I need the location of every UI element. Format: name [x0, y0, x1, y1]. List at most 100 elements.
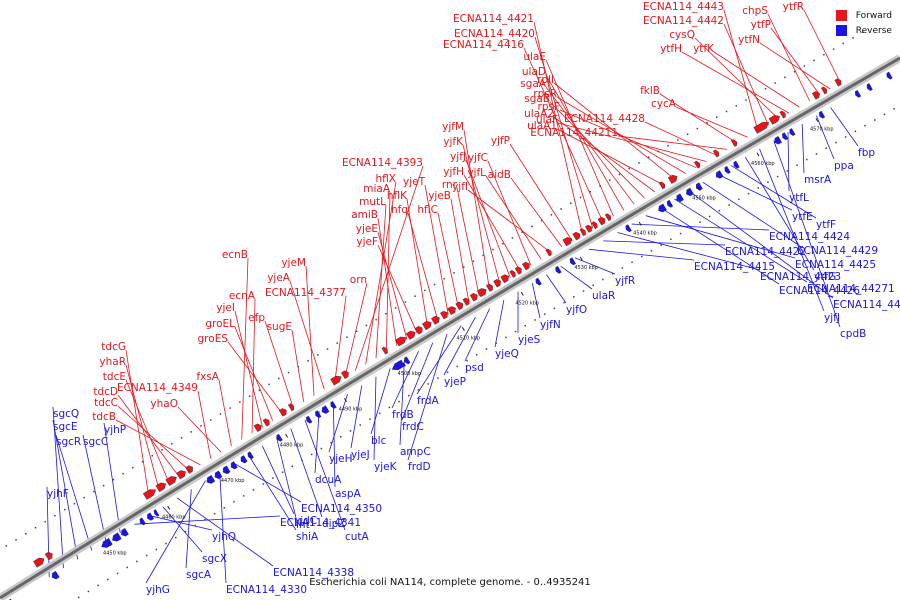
- reverse-leader: [103, 422, 121, 533]
- forward-gene: [562, 237, 573, 247]
- tick-mark: [638, 221, 642, 226]
- reverse-leader: [370, 368, 391, 435]
- reverse-leader: [659, 206, 780, 285]
- minor-dot: [375, 318, 377, 321]
- forward-gene-label: fxsA: [196, 371, 219, 383]
- forward-gene: [165, 476, 177, 486]
- tick-label: 4510 kbp: [457, 336, 481, 342]
- forward-leader: [377, 217, 398, 346]
- minor-dot: [689, 227, 692, 229]
- reverse-leader: [373, 376, 377, 461]
- reverse-gene: [686, 187, 694, 197]
- minor-dot: [825, 147, 827, 149]
- reverse-gene: [715, 170, 724, 179]
- forward-gene: [509, 270, 516, 278]
- minor-dot: [521, 231, 523, 233]
- forward-gene-label: yjfH: [443, 166, 464, 178]
- forward-gene: [712, 149, 720, 158]
- reverse-leader: [219, 471, 227, 584]
- reverse-gene-label: yjhF: [47, 488, 69, 500]
- minor-dot: [310, 453, 313, 456]
- forward-gene-label: ytfR: [783, 1, 804, 13]
- reverse-leader: [560, 265, 593, 290]
- reverse-gene: [51, 570, 60, 580]
- forward-gene: [278, 408, 287, 417]
- forward-leader: [723, 23, 769, 126]
- minor-dot: [553, 307, 556, 310]
- forward-leader: [767, 13, 811, 102]
- reverse-leader: [46, 486, 50, 577]
- reverse-gene-label: yjeS: [518, 334, 541, 346]
- forward-gene-label: sgaA: [520, 78, 547, 90]
- minor-dot: [482, 254, 484, 257]
- reverse-gene: [625, 224, 632, 233]
- minor-dot: [725, 110, 728, 113]
- forward-gene: [341, 370, 349, 379]
- minor-dot: [107, 578, 109, 581]
- reverse-gene: [696, 182, 703, 191]
- minor-dot: [611, 273, 614, 275]
- tick-label: 4480 kbp: [280, 442, 304, 448]
- reverse-gene: [404, 356, 411, 365]
- minor-dot: [87, 590, 90, 593]
- tick-mark: [285, 433, 289, 438]
- minor-dot: [278, 377, 280, 380]
- forward-gene: [779, 110, 786, 119]
- minor-dot: [735, 105, 738, 107]
- minor-dot: [628, 167, 630, 170]
- forward-gene-label: tdcB: [92, 411, 116, 423]
- legend-reverse: Reverse: [835, 23, 892, 38]
- minor-dot: [262, 483, 264, 485]
- minor-dot: [359, 424, 361, 426]
- minor-dot: [754, 93, 757, 96]
- forward-leader: [197, 390, 212, 459]
- minor-dot: [446, 371, 449, 374]
- minor-dot: [815, 153, 818, 155]
- minor-dot: [213, 512, 216, 515]
- forward-gene: [572, 231, 581, 241]
- reverse-gene: [121, 528, 129, 537]
- tick-label: 4470 kbp: [221, 478, 245, 484]
- reverse-gene-label: sgcE: [53, 421, 78, 433]
- forward-gene-label: ECNA114_4421: [453, 13, 534, 25]
- minor-dot: [852, 37, 854, 39]
- forward-leader: [117, 394, 181, 478]
- reverse-gene: [854, 89, 862, 98]
- minor-dot: [767, 181, 769, 183]
- reverse-gene-label: ECNA114_4422: [725, 246, 806, 258]
- forward-gene-label: cysQ: [669, 29, 695, 41]
- reverse-gene-label: cpdB: [840, 328, 866, 340]
- minor-dot: [97, 584, 99, 587]
- reverse-gene-label: sgcQ: [53, 408, 79, 420]
- forward-gene-label: hflC: [417, 204, 438, 216]
- forward-gene-label: yhaO: [150, 398, 178, 410]
- reverse-gene: [391, 359, 406, 371]
- forward-gene: [262, 418, 270, 427]
- minor-dot: [25, 533, 27, 535]
- reverse-gene-label: ulaR: [592, 290, 615, 302]
- minor-dot: [641, 255, 643, 258]
- forward-leader: [485, 175, 542, 260]
- reverse-leader: [574, 257, 616, 275]
- forward-leader: [117, 405, 191, 472]
- reverse-gene: [782, 132, 789, 141]
- forward-gene-label: aidB: [488, 169, 511, 181]
- minor-dot: [437, 377, 439, 379]
- tick-mark: [402, 362, 406, 367]
- minor-dot: [5, 545, 8, 547]
- forward-gene: [431, 315, 440, 325]
- minor-dot: [443, 277, 446, 280]
- reverse-leader: [162, 506, 203, 553]
- minor-dot: [563, 301, 565, 304]
- forward-gene-label: ECNA114_4416: [443, 39, 524, 51]
- reverse-gene: [276, 433, 283, 442]
- forward-gene: [604, 213, 612, 222]
- forward-gene-label: rpsF: [538, 101, 561, 113]
- minor-dot: [346, 336, 348, 338]
- reverse-leader: [55, 434, 93, 551]
- forward-gene: [693, 160, 701, 169]
- genome-track: [0, 54, 900, 600]
- minor-dot: [102, 484, 105, 487]
- forward-leader: [509, 143, 573, 241]
- reverse-leader: [443, 316, 476, 376]
